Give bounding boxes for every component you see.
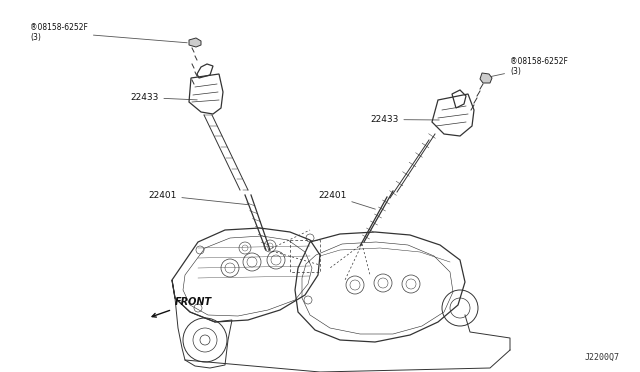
Text: 22401: 22401	[318, 191, 375, 209]
Text: 22401: 22401	[148, 191, 248, 205]
Text: 22433: 22433	[130, 93, 197, 102]
Polygon shape	[480, 73, 492, 83]
Text: ®08158-6252F
(3): ®08158-6252F (3)	[30, 23, 188, 43]
Text: J2200Q7: J2200Q7	[585, 353, 620, 362]
Polygon shape	[189, 38, 201, 47]
Text: FRONT: FRONT	[152, 297, 212, 317]
Text: ®08158-6252F
(3): ®08158-6252F (3)	[486, 57, 568, 77]
Text: 22433: 22433	[370, 115, 439, 124]
